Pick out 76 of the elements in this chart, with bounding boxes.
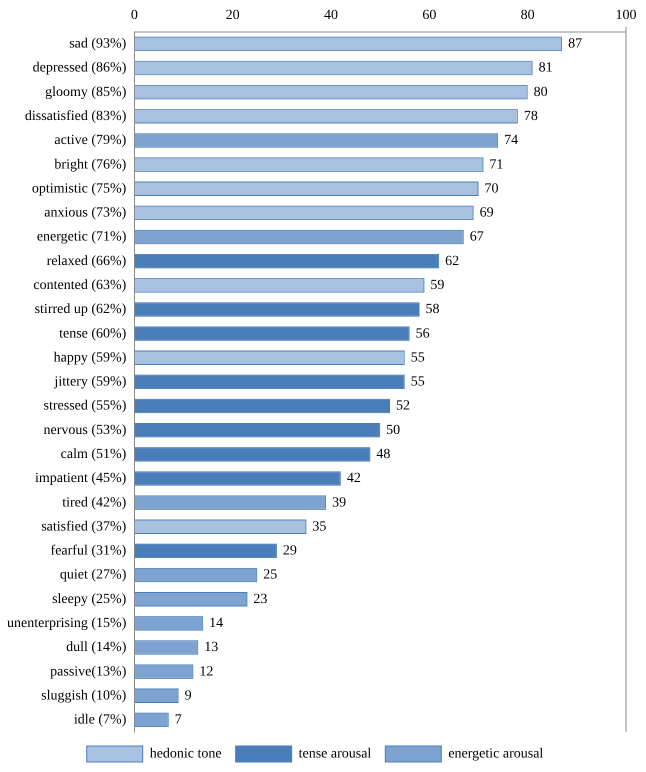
y-tick-label: dissatisfied (83%) [24,108,127,124]
bar [134,374,405,390]
data-label: 25 [263,568,278,583]
y-tick-label: dull (14%) [66,640,127,656]
data-label: 14 [209,616,224,632]
data-label: 39 [332,495,346,510]
bar [134,422,380,438]
data-label: 74 [504,133,518,148]
legend-label: tense arousal [298,746,372,762]
y-tick-label: tense (60%) [59,326,127,342]
bar [134,302,420,317]
y-tick-label: sleepy (25%) [52,592,127,607]
y-tick-label: stressed (55%) [44,398,127,414]
y-tick-label: bright (76%) [54,157,127,172]
y-tick-label: passive(13%) [50,664,127,680]
x-tick-label: 40 [324,8,338,24]
bar [134,326,410,341]
y-tick-label: active (79%) [54,133,127,148]
legend-label: energetic arousal [448,746,544,762]
y-tick-label: anxious (73%) [44,206,127,221]
y-tick-label: relaxed (66%) [46,254,127,269]
data-label: 62 [445,254,460,269]
y-tick-label: depressed (86%) [32,60,127,76]
x-tick-label: 20 [226,8,240,24]
y-tick-label: idle (7%) [74,712,127,728]
y-tick-label: satisfied (37%) [41,519,127,534]
y-tick-label: contented (63%) [33,278,127,293]
data-label: 58 [426,302,440,318]
x-tick-label: 0 [130,8,138,24]
data-label: 29 [282,544,297,559]
y-tick-label: sluggish (10%) [41,688,127,704]
data-label: 69 [480,206,494,221]
data-label: 52 [396,398,410,414]
data-label: 67 [470,230,484,245]
data-label: 87 [568,36,582,52]
data-label: 7 [174,712,182,728]
bar [134,447,370,462]
x-tick-label: 60 [422,8,436,24]
x-tick-label: 100 [616,8,636,24]
data-label: 81 [538,60,553,76]
y-tick-label: fearful (31%) [50,544,127,559]
data-label: 50 [386,422,400,438]
data-label: 59 [430,278,444,293]
y-tick-label: tired (42%) [62,495,127,510]
y-tick-label: optimistic (75%) [32,181,127,196]
data-label: 9 [184,688,192,704]
data-label: 70 [484,181,499,196]
y-tick-label: calm (51%) [60,447,127,462]
data-label: 12 [199,664,214,680]
legend-label: hedonic tone [150,746,222,762]
y-tick-label: nervous (53%) [44,422,127,438]
y-tick-label: unenterprising (15%) [6,616,127,632]
data-label: 71 [489,157,504,172]
data-label: 80 [534,84,548,100]
y-tick-label: sad (93%) [69,36,127,52]
bar [134,471,341,486]
data-label: 55 [410,350,425,366]
y-tick-label: quiet (27%) [60,568,127,583]
x-tick-label: 80 [520,8,535,24]
bar [134,544,277,558]
data-label: 78 [524,108,538,124]
y-tick-label: jittery (59%) [53,374,127,390]
y-tick-label: stirred up (62%) [34,302,127,318]
data-label: 55 [410,374,425,390]
y-tick-label: gloomy (85%) [45,84,127,100]
data-label: 48 [376,447,390,462]
data-label: 35 [312,519,326,534]
y-tick-label: happy (59%) [54,350,127,366]
data-label: 23 [253,592,268,607]
y-tick-label: energetic (71%) [36,230,127,245]
y-tick-label: impatient (45%) [34,471,127,486]
bar [134,398,390,414]
data-label: 13 [204,640,218,656]
data-label: 42 [346,471,361,486]
data-label: 56 [416,326,430,342]
bar [134,254,440,268]
